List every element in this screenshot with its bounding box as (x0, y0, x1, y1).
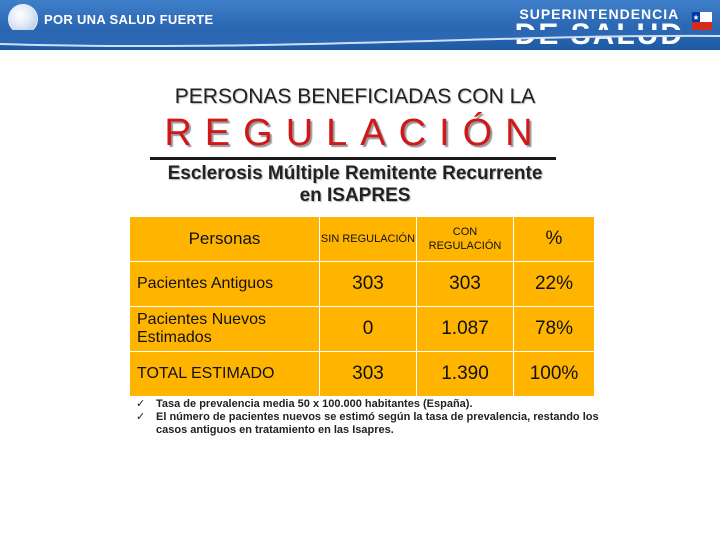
cell-con: 303 (416, 261, 514, 307)
table-row: Pacientes Nuevos Estimados 0 1.087 78% (129, 306, 595, 352)
beneficiaries-table: Personas SIN REGULACIÓN CON REGULACIÓN %… (129, 216, 595, 397)
row-label: TOTAL ESTIMADO (129, 351, 320, 397)
brand-slogan: POR UNA SALUD FUERTE (44, 11, 214, 27)
globe-logo-icon (8, 4, 38, 34)
cell-percent: 78% (513, 306, 595, 352)
chile-flag-icon (692, 12, 712, 32)
subtitle-line1: Esclerosis Múltiple Remitente Recurrente (167, 163, 543, 184)
title-underline (150, 157, 556, 160)
subtitle-line2: en ISAPRES (299, 185, 411, 206)
footnote-item: ✓ Tasa de prevalencia media 50 x 100.000… (136, 398, 606, 411)
cell-percent: 100% (513, 351, 595, 397)
row-label: Pacientes Antiguos (129, 261, 320, 307)
page-subtitle: Esclerosis Múltiple Remitente Recurrente… (0, 163, 710, 207)
cell-con: 1.087 (416, 306, 514, 352)
brand-left: POR UNA SALUD FUERTE (8, 4, 213, 34)
checkmark-icon: ✓ (136, 398, 146, 410)
brand-line1: SUPERINTENDENCIA (519, 6, 680, 22)
header-sin-regulacion: SIN REGULACIÓN (319, 216, 417, 262)
cell-sin: 0 (319, 306, 417, 352)
cell-percent: 22% (513, 261, 595, 307)
footnote-text: Tasa de prevalencia media 50 x 100.000 h… (156, 398, 473, 410)
header-percent: % (513, 216, 595, 262)
checkmark-icon: ✓ (136, 411, 146, 423)
cell-con: 1.390 (416, 351, 514, 397)
page-title-line1: PERSONAS BENEFICIADAS CON LA (174, 85, 536, 108)
header-personas: Personas (129, 216, 320, 262)
page-title-line2: REGULACIÓN (164, 112, 546, 154)
footnotes: ✓ Tasa de prevalencia media 50 x 100.000… (136, 398, 606, 437)
row-label: Pacientes Nuevos Estimados (129, 306, 320, 352)
cell-sin: 303 (319, 261, 417, 307)
table-row: Pacientes Antiguos 303 303 22% (129, 261, 595, 307)
header-con-regulacion: CON REGULACIÓN (416, 216, 514, 262)
table-header-row: Personas SIN REGULACIÓN CON REGULACIÓN % (129, 216, 595, 262)
cell-sin: 303 (319, 351, 417, 397)
footnote-item: ✓ El número de pacientes nuevos se estim… (136, 411, 606, 437)
header-curve (0, 30, 720, 48)
footnote-text: El número de pacientes nuevos se estimó … (156, 411, 599, 436)
table-row: TOTAL ESTIMADO 303 1.390 100% (129, 351, 595, 397)
